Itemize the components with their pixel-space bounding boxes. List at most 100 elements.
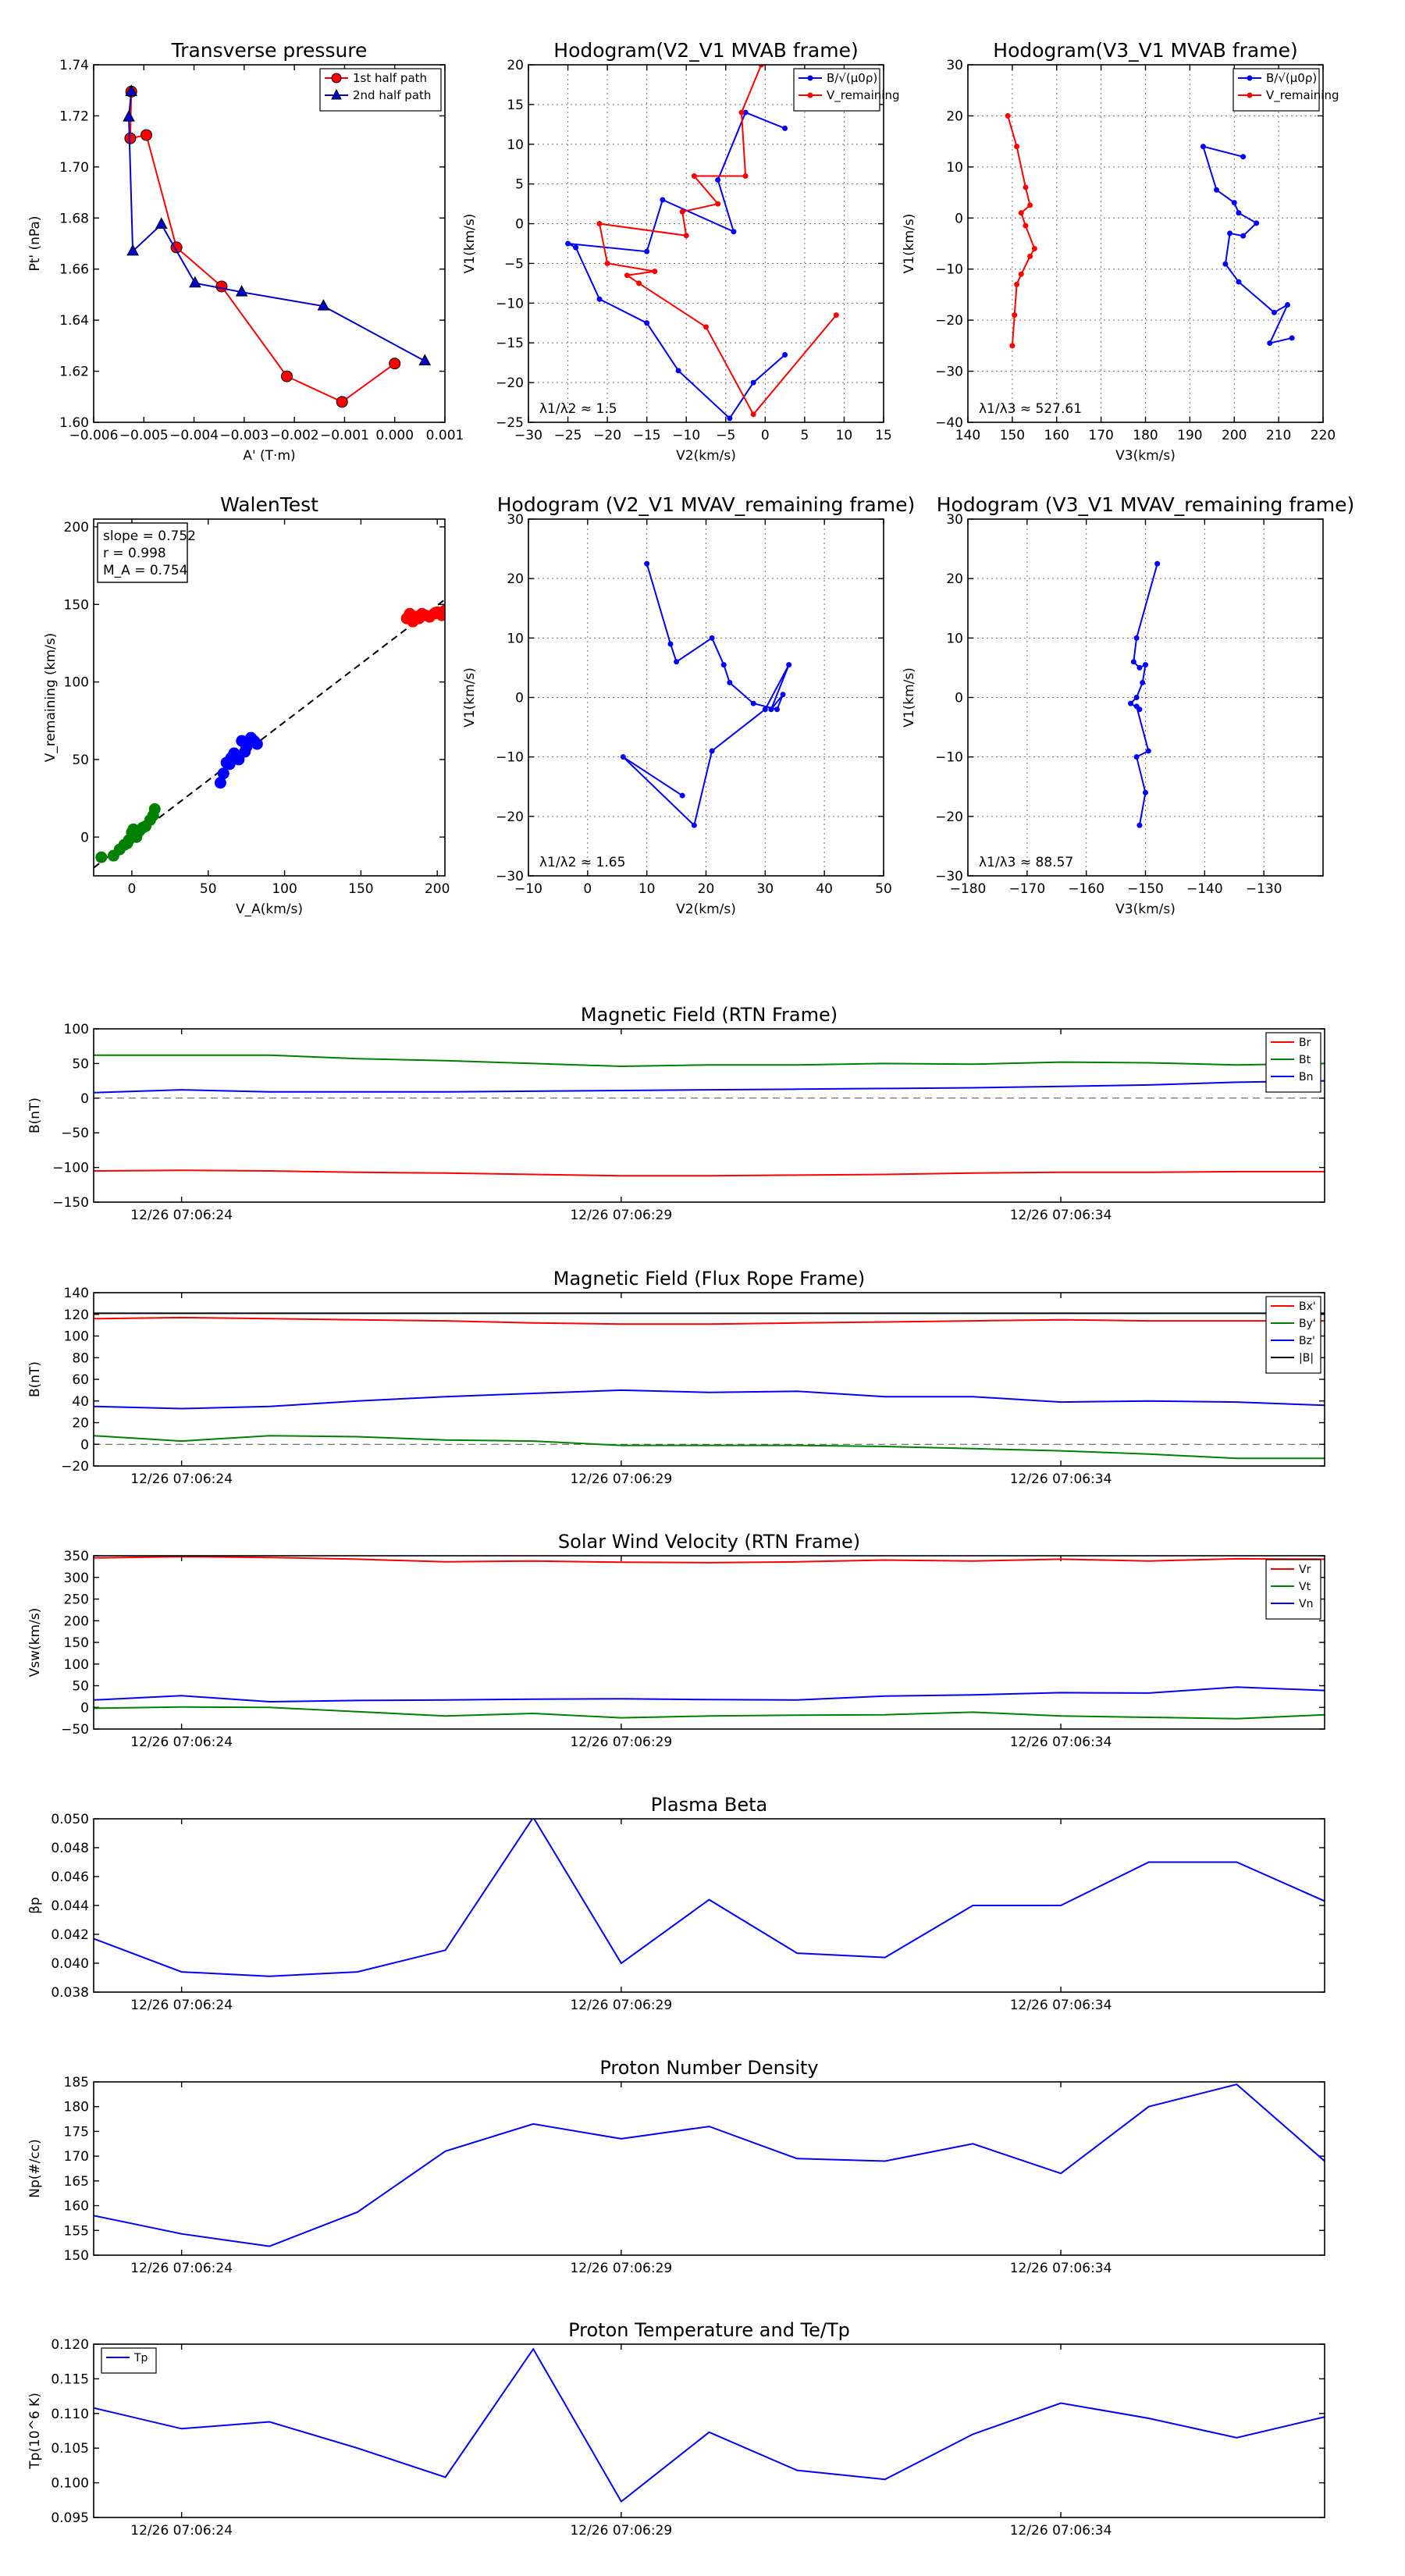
y-tick-label: 185: [64, 2075, 89, 2090]
x-tick-label: 210: [1266, 428, 1291, 443]
data-point: [125, 84, 138, 96]
data-point: [1154, 560, 1161, 567]
legend-box: [101, 2347, 157, 2374]
data-point: [439, 604, 445, 617]
data-point: [1236, 279, 1242, 285]
y-tick-label: 100: [64, 1022, 89, 1037]
y-tick-label: 20: [507, 58, 524, 73]
data-point: [1027, 202, 1033, 208]
y-tick-label: 0: [80, 830, 89, 845]
data-point: [1133, 754, 1140, 760]
legend-label: V_remaining: [1266, 88, 1339, 103]
data-point: [1285, 302, 1290, 308]
chart-vsw: Solar Wind Velocity (RTN Frame) 12/26 07:…: [27, 1531, 1325, 1750]
x-tick-label: 12/26 07:06:24: [130, 1998, 233, 2013]
x-tick-label: −20: [593, 428, 621, 443]
chart-title: Hodogram(V3_V1 MVAB frame): [993, 39, 1297, 62]
data-point: [1014, 281, 1020, 287]
data-point: [675, 368, 681, 374]
data-point: [1143, 789, 1148, 795]
data-point: [742, 173, 749, 179]
series-line-2nd half path: [127, 91, 425, 362]
x-tick-label: −180: [950, 881, 987, 897]
y-tick-label: 10: [507, 631, 524, 646]
y-tick-label: 1.64: [59, 313, 89, 329]
data-point: [565, 240, 571, 247]
plot-area: [94, 599, 445, 869]
data-point: [1145, 748, 1151, 754]
y-tick-label: 0: [515, 691, 524, 706]
legend: Br Bt Bn: [1265, 1032, 1321, 1093]
y-tick-label: 180: [64, 2100, 89, 2115]
y-tick-label: 120: [64, 1308, 89, 1323]
y-tick-label: 20: [946, 109, 963, 124]
legend-label: Bz': [1299, 1335, 1315, 1347]
y-tick-label: 0.100: [51, 2476, 89, 2492]
chart-bfield_fr: Magnetic Field (Flux Rope Frame) 12/26 07…: [27, 1268, 1325, 1487]
data-point: [691, 173, 697, 179]
data-point: [620, 754, 626, 760]
plot-frame: [528, 518, 884, 877]
data-point: [1023, 184, 1029, 190]
data-point: [727, 415, 733, 422]
data-point: [1143, 662, 1148, 668]
data-point: [126, 244, 139, 256]
legend-box: [1232, 68, 1320, 112]
y-tick-label: 30: [946, 512, 963, 528]
plot-frame: [93, 2081, 1325, 2256]
y-tick-label: 0.050: [51, 1812, 89, 1827]
x-tick-label: 30: [757, 881, 774, 897]
legend-label: 2nd half path: [353, 88, 431, 102]
y-tick-label: 10: [946, 631, 963, 646]
data-point: [715, 177, 721, 183]
series-line-V: [622, 563, 790, 827]
y-tick-label: 150: [64, 2248, 89, 2264]
y-axis-label: Np(#/cc): [27, 2139, 43, 2197]
data-point: [418, 354, 432, 365]
plot-frame: [967, 518, 1324, 877]
x-tick-label: 12/26 07:06:24: [130, 1471, 233, 1487]
legend: Tp: [101, 2347, 157, 2374]
data-point: [780, 692, 786, 698]
plot-frame: [93, 1818, 1325, 1993]
data-point: [644, 248, 650, 254]
y-tick-label: 0.105: [51, 2441, 89, 2457]
y-tick-label: 150: [64, 597, 89, 613]
data-point: [1014, 144, 1020, 150]
y-tick-label: 20: [507, 571, 524, 587]
data-point: [750, 379, 756, 386]
series-line-Bx': [94, 1316, 1325, 1325]
data-point: [281, 370, 293, 382]
y-tick-label: 30: [946, 58, 963, 73]
chart-title: Proton Number Density: [599, 2057, 818, 2079]
y-tick-label: 1.62: [59, 365, 89, 380]
data-point: [644, 320, 650, 326]
x-tick-label: 12/26 07:06:34: [1010, 1471, 1112, 1487]
chart-walen: WalenTest 0 50 100 150 200 0 50 100 150 200 V_A(km/…: [43, 493, 450, 917]
data-point: [1027, 253, 1033, 259]
plot-frame: [93, 518, 446, 877]
stats-text: M_A = 0.754: [103, 563, 188, 578]
eigenvalue-ratio: λ1/λ3 ≈ 88.57: [979, 855, 1073, 870]
x-axis-label: V3(km/s): [1115, 448, 1176, 464]
y-tick-label: 1.70: [59, 160, 89, 176]
x-tick-label: 12/26 07:06:24: [130, 1735, 233, 1750]
y-tick-label: 1.74: [59, 58, 89, 73]
x-tick-label: −0.001: [320, 428, 369, 443]
x-tick-label: −10: [514, 881, 542, 897]
data-point: [1130, 659, 1136, 665]
y-tick-label: 160: [64, 2199, 89, 2215]
data-point: [1136, 822, 1143, 828]
y-tick-label: 60: [72, 1372, 89, 1388]
data-point: [750, 411, 756, 418]
legend: Vr Vt Vn: [1265, 1559, 1321, 1620]
plot-area: [94, 2347, 1325, 2503]
y-tick-label: −10: [496, 750, 524, 766]
data-point: [709, 635, 715, 641]
legend-box: [793, 68, 880, 112]
data-point: [715, 201, 721, 207]
x-tick-label: −10: [672, 428, 700, 443]
y-tick-label: 0: [955, 211, 963, 226]
legend-label: V_remaining: [827, 88, 900, 103]
